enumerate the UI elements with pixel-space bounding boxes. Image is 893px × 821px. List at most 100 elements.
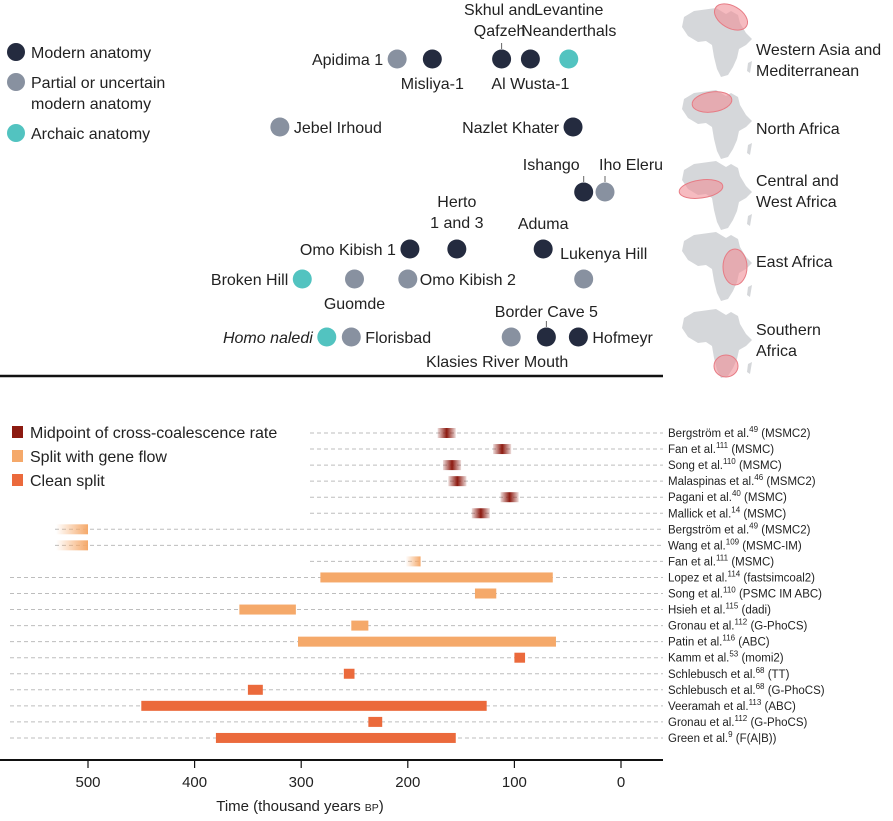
site-border-cave-5: Border Cave 5 <box>495 304 598 347</box>
site-marker <box>533 239 553 259</box>
x-tick-label: 400 <box>182 774 207 791</box>
split-bar-clean <box>141 700 487 711</box>
site-marker <box>398 269 418 289</box>
study-label: Schlebusch et al.68 (TT) <box>668 666 790 681</box>
split-bar-gene_flow <box>474 588 497 599</box>
region-label-west-2: West Africa <box>756 194 837 211</box>
study-label: Gronau et al.112 (G-PhoCS) <box>668 714 807 729</box>
site-label: Hofmeyr <box>592 330 653 347</box>
legend-swatch-clean <box>12 474 23 486</box>
region-highlight <box>713 3 749 31</box>
study-row: Kamm et al.53 (momi2) <box>10 650 784 665</box>
fossil-sites: Apidima 1 Misliya-1 Skhul and Qafzeh Al Wust… <box>211 2 663 371</box>
split-time-panel: Midpoint of cross-coalescence rate Split … <box>0 425 825 815</box>
site-nazlet-khater: Nazlet Khater <box>462 117 583 137</box>
legend-label-modern: Modern anatomy <box>31 45 151 62</box>
study-label: Wang et al.109 (MSMC-IM) <box>668 537 802 552</box>
region-label-south: Southern <box>756 322 821 339</box>
site-marker <box>422 49 442 69</box>
legend-label-gene_flow: Split with gene flow <box>30 449 167 466</box>
site-label: Homo naledi <box>223 330 313 347</box>
study-row: Lopez et al.114 (fastsimcoal2) <box>10 569 815 584</box>
x-tick-label: 500 <box>75 774 100 791</box>
site-label: Levantine <box>534 2 603 19</box>
region-highlight <box>691 91 733 113</box>
study-row: Veeramah et al.113 (ABC) <box>10 698 796 713</box>
site-marker <box>536 327 556 347</box>
study-row: Schlebusch et al.68 (TT) <box>10 666 790 681</box>
site-ishango: Ishango <box>523 157 594 202</box>
site-label: Guomde <box>324 296 385 313</box>
study-row: Bergström et al.49 (MSMC2) <box>55 521 811 536</box>
study-row: Pagani et al.40 (MSMC) <box>310 489 787 504</box>
site-klasies-river-mouth: Klasies River Mouth <box>426 327 568 371</box>
study-rows: Bergström et al.49 (MSMC2)Fan et al.111 … <box>10 425 825 745</box>
site-marker <box>492 49 512 69</box>
site-label: Jebel Irhoud <box>294 120 382 137</box>
study-label: Hsieh et al.115 (dadi) <box>668 602 771 617</box>
x-axis-label: Time (thousand years BP) <box>216 798 384 815</box>
study-row: Song et al.110 (PSMC IM ABC) <box>10 586 822 601</box>
site-levantine-neanderthals: Levantine Neanderthals <box>521 2 616 69</box>
study-row: Gronau et al.112 (G-PhoCS) <box>10 714 807 729</box>
site-misliya-1: Misliya-1 <box>401 49 464 93</box>
site-marker <box>341 327 361 347</box>
split-bar-midpoint <box>471 508 490 519</box>
split-bar-gene_flow <box>351 620 369 631</box>
study-row: Mallick et al.14 (MSMC) <box>310 505 786 520</box>
site-omo-kibish-2: Omo Kibish 2 <box>398 269 516 289</box>
split-bar-gene_flow_fade <box>405 556 421 567</box>
site-marker <box>317 327 337 347</box>
region-map-east <box>682 232 752 301</box>
region-label-north: North Africa <box>756 121 840 138</box>
study-label: Song et al.110 (PSMC IM ABC) <box>668 586 822 601</box>
study-row: Fan et al.111 (MSMC) <box>310 553 774 568</box>
legend-swatch-gene_flow <box>12 450 23 462</box>
x-tick-label: 300 <box>289 774 314 791</box>
study-label: Fan et al.111 (MSMC) <box>668 441 774 456</box>
legend-marker-modern <box>7 43 25 61</box>
fossil-panel: Modern anatomy Partial or uncertain modern… <box>0 2 663 378</box>
legend-label-partial: Partial or uncertain <box>31 75 165 92</box>
study-row: Bergström et al.49 (MSMC2) <box>310 425 811 440</box>
region-highlight <box>722 248 748 286</box>
site-herto-1-and-3: Herto 1 and 3 <box>430 194 484 259</box>
site-iho-eleru: Iho Eleru <box>595 157 663 202</box>
region-label-east: East Africa <box>756 254 833 271</box>
site-marker <box>345 269 364 289</box>
split-bar-clean <box>215 732 456 743</box>
region-map-south <box>682 309 752 378</box>
split-bar-gene_flow_fade <box>56 524 88 535</box>
site-label: Broken Hill <box>211 272 288 289</box>
site-marker <box>387 49 407 69</box>
site-omo-kibish-1: Omo Kibish 1 <box>300 239 420 259</box>
study-row: Wang et al.109 (MSMC-IM) <box>55 537 802 552</box>
study-label: Kamm et al.53 (momi2) <box>668 650 784 665</box>
site-marker <box>501 327 521 347</box>
site-marker <box>574 182 594 202</box>
site-label: Qafzeh <box>474 23 526 40</box>
study-label: Green et al.9 (F(A|B)) <box>668 730 777 745</box>
region-label-western_asia-2: Mediterranean <box>756 63 859 80</box>
site-skhul-and-qafzeh: Skhul and Qafzeh <box>464 2 535 69</box>
site-label: 1 and 3 <box>430 215 483 232</box>
site-broken-hill: Broken Hill <box>211 269 312 289</box>
region-highlight <box>713 354 739 378</box>
study-label: Fan et al.111 (MSMC) <box>668 553 774 568</box>
site-label: Omo Kibish 2 <box>420 272 516 289</box>
legend-label-midpoint: Midpoint of cross-coalescence rate <box>30 425 277 442</box>
site-label: Omo Kibish 1 <box>300 242 396 259</box>
region-label-west: Central and <box>756 173 839 190</box>
region-label-western_asia: Western Asia and <box>756 42 881 59</box>
site-label: Border Cave 5 <box>495 304 598 321</box>
study-label: Schlebusch et al.68 (G-PhoCS) <box>668 682 825 697</box>
region-map-west <box>678 161 752 230</box>
site-label: Apidima 1 <box>312 52 383 69</box>
split-bar-midpoint <box>437 428 456 438</box>
site-marker <box>520 49 540 69</box>
x-tick-label: 100 <box>502 774 527 791</box>
site-marker <box>400 239 420 259</box>
split-bar-clean <box>368 716 383 727</box>
site-marker <box>574 269 594 289</box>
site-marker <box>447 239 467 259</box>
